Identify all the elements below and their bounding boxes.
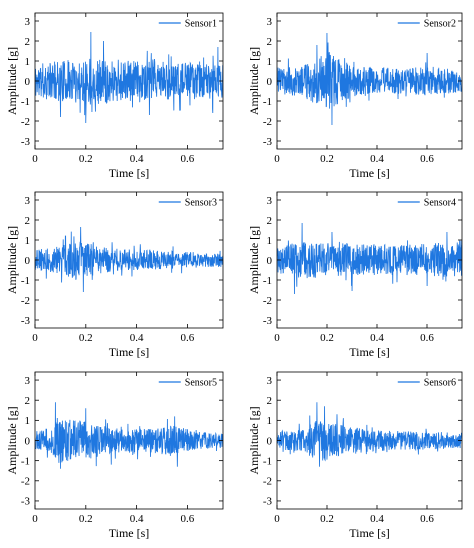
y-tick-label: 2 xyxy=(25,215,31,227)
y-tick-label: -3 xyxy=(263,315,273,327)
x-tick-label: 0.6 xyxy=(181,332,195,344)
x-tick-label: 0.4 xyxy=(130,332,144,344)
x-tick-label: 0 xyxy=(32,153,38,165)
y-tick-label: 2 xyxy=(25,395,31,407)
x-tick-label: 0.6 xyxy=(181,513,195,525)
x-tick-label: 0.6 xyxy=(181,153,195,165)
y-tick-label: 3 xyxy=(25,195,31,207)
y-tick-label: 0 xyxy=(25,435,31,447)
series-line-sensor3 xyxy=(35,226,223,293)
y-tick-label: -1 xyxy=(21,455,30,467)
y-tick-label: 2 xyxy=(267,36,273,48)
y-tick-label: 1 xyxy=(267,235,273,247)
x-tick-label: 0.4 xyxy=(370,153,384,165)
legend-label: Sensor5 xyxy=(185,378,217,389)
y-tick-label: 1 xyxy=(267,56,273,68)
x-tick-label: 0.2 xyxy=(79,153,93,165)
series-line-sensor6 xyxy=(277,402,462,467)
legend-label: Sensor1 xyxy=(185,19,217,30)
y-axis-label: Amplitude [g] xyxy=(247,47,261,115)
x-tick-label: 0 xyxy=(274,513,280,525)
x-tick-label: 0.2 xyxy=(320,153,334,165)
y-axis-label: Amplitude [g] xyxy=(247,226,261,294)
series-line-sensor4 xyxy=(277,222,462,295)
y-tick-label: 2 xyxy=(267,395,273,407)
y-tick-label: -2 xyxy=(263,295,272,307)
y-tick-label: -1 xyxy=(263,275,272,287)
legend-label: Sensor6 xyxy=(424,378,456,389)
y-tick-label: 3 xyxy=(267,16,273,28)
y-tick-label: 1 xyxy=(25,56,31,68)
x-axis-label: Time [s] xyxy=(109,526,150,540)
x-tick-label: 0.4 xyxy=(370,513,384,525)
y-axis-label: Amplitude [g] xyxy=(247,406,261,474)
x-tick-label: 0.2 xyxy=(79,332,93,344)
x-tick-label: 0 xyxy=(274,153,280,165)
legend-label: Sensor3 xyxy=(185,198,217,209)
y-tick-label: 2 xyxy=(25,36,31,48)
x-tick-label: 0.6 xyxy=(420,332,434,344)
x-tick-label: 0 xyxy=(32,332,38,344)
y-tick-label: 0 xyxy=(267,255,273,267)
y-tick-label: -3 xyxy=(21,315,31,327)
y-tick-label: 3 xyxy=(25,16,31,28)
x-axis-label: Time [s] xyxy=(109,166,150,180)
y-tick-label: -2 xyxy=(263,116,272,128)
y-tick-label: 3 xyxy=(25,375,31,387)
y-tick-label: 3 xyxy=(267,375,273,387)
y-tick-label: -3 xyxy=(263,496,273,508)
y-tick-label: 3 xyxy=(267,195,273,207)
y-tick-label: -1 xyxy=(21,275,30,287)
y-tick-label: -1 xyxy=(263,96,272,108)
y-tick-label: 1 xyxy=(25,415,31,427)
x-axis-label: Time [s] xyxy=(349,166,390,180)
x-tick-label: 0.4 xyxy=(130,153,144,165)
y-tick-label: 1 xyxy=(267,415,273,427)
y-tick-label: -1 xyxy=(21,96,30,108)
y-tick-label: 0 xyxy=(25,255,31,267)
y-tick-label: -2 xyxy=(263,476,272,488)
y-tick-label: -2 xyxy=(21,116,30,128)
x-tick-label: 0.4 xyxy=(370,332,384,344)
y-tick-label: -3 xyxy=(21,496,31,508)
y-tick-label: -2 xyxy=(21,476,30,488)
y-axis-label: Amplitude [g] xyxy=(5,406,19,474)
y-tick-label: -2 xyxy=(21,295,30,307)
y-tick-label: 0 xyxy=(267,435,273,447)
x-axis-label: Time [s] xyxy=(109,345,150,359)
series-line-sensor2 xyxy=(277,32,462,126)
y-tick-label: 2 xyxy=(267,215,273,227)
x-tick-label: 0.6 xyxy=(420,513,434,525)
x-tick-label: 0.6 xyxy=(420,153,434,165)
y-tick-label: 1 xyxy=(25,235,31,247)
y-tick-label: 0 xyxy=(25,76,31,88)
legend-label: Sensor2 xyxy=(424,19,456,30)
y-tick-label: -3 xyxy=(263,136,273,148)
x-tick-label: 0 xyxy=(32,513,38,525)
x-tick-label: 0 xyxy=(274,332,280,344)
x-axis-label: Time [s] xyxy=(349,526,390,540)
x-tick-label: 0.2 xyxy=(320,513,334,525)
x-tick-label: 0.2 xyxy=(79,513,93,525)
series-line-sensor1 xyxy=(35,31,223,124)
x-tick-label: 0.2 xyxy=(320,332,334,344)
y-axis-label: Amplitude [g] xyxy=(5,47,19,115)
y-tick-label: 0 xyxy=(267,76,273,88)
y-axis-label: Amplitude [g] xyxy=(5,226,19,294)
x-tick-label: 0.4 xyxy=(130,513,144,525)
series-line-sensor5 xyxy=(35,402,223,469)
x-axis-label: Time [s] xyxy=(349,345,390,359)
legend-label: Sensor4 xyxy=(424,198,456,209)
y-tick-label: -3 xyxy=(21,136,31,148)
y-tick-label: -1 xyxy=(263,455,272,467)
